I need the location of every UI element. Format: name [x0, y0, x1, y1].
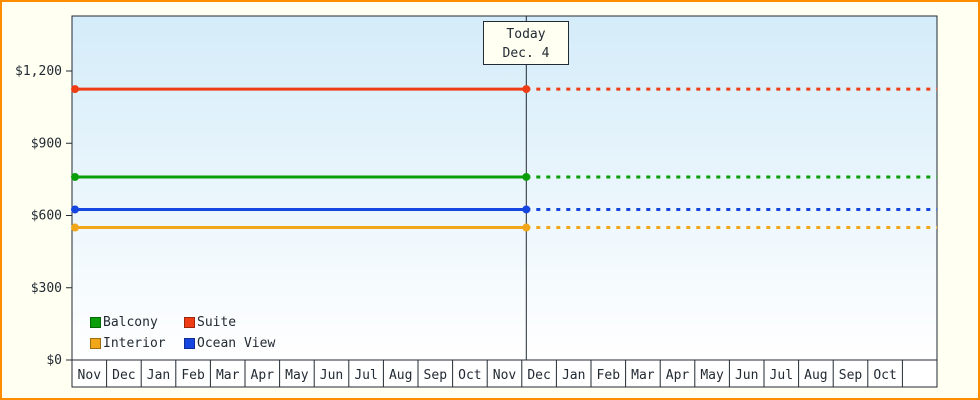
- month-label: Aug: [804, 368, 827, 383]
- series-marker-today: [522, 205, 531, 214]
- y-axis-label: $1,200: [15, 64, 62, 79]
- month-label: Nov: [493, 368, 517, 383]
- series-marker-start: [71, 172, 79, 181]
- month-label: May: [285, 368, 309, 383]
- legend-label: Suite: [197, 315, 237, 330]
- series-marker-today: [522, 172, 531, 181]
- month-label: Feb: [181, 368, 205, 383]
- today-annotation-box: Today Dec. 4: [483, 21, 569, 65]
- legend-label: Balcony: [103, 315, 158, 330]
- month-label: May: [700, 368, 724, 383]
- legend-item: Suite: [184, 315, 275, 330]
- series-marker-start: [71, 85, 79, 94]
- series-marker-start: [71, 223, 79, 232]
- month-label: Feb: [597, 368, 621, 383]
- legend-label: Ocean View: [197, 336, 276, 351]
- month-label: Dec: [527, 368, 550, 383]
- legend-swatch-icon: [90, 338, 101, 349]
- legend-item: Ocean View: [184, 336, 275, 351]
- y-axis-label: $600: [31, 209, 62, 224]
- today-date-label: Dec. 4: [502, 46, 550, 61]
- legend-item: Balcony: [90, 315, 184, 330]
- month-label: Mar: [216, 368, 240, 383]
- legend-swatch-icon: [90, 317, 101, 328]
- month-label: Jan: [147, 368, 170, 383]
- month-label: Sep: [424, 368, 448, 383]
- legend-label: Interior: [103, 336, 166, 351]
- month-band: [72, 360, 937, 387]
- chart-legend: Balcony Suite Interior Ocean View: [90, 312, 275, 354]
- month-label: Aug: [389, 368, 412, 383]
- month-label: Jul: [770, 368, 793, 383]
- series-marker-today: [522, 85, 531, 94]
- month-label: Apr: [251, 368, 275, 383]
- series-marker-today: [522, 223, 531, 232]
- y-axis-label: $0: [46, 353, 62, 368]
- y-axis-label: $900: [31, 136, 62, 151]
- month-label: Apr: [666, 368, 690, 383]
- legend-swatch-icon: [184, 317, 195, 328]
- month-label: Jul: [354, 368, 377, 383]
- y-axis-label: $300: [31, 281, 62, 296]
- month-label: Mar: [631, 368, 655, 383]
- month-label: Jun: [320, 368, 343, 383]
- month-label: Oct: [873, 368, 896, 383]
- month-label: Oct: [458, 368, 481, 383]
- legend-swatch-icon: [184, 338, 195, 349]
- series-marker-start: [71, 205, 79, 214]
- legend-item: Interior: [90, 336, 184, 351]
- month-label: Sep: [839, 368, 863, 383]
- plot-border: [71, 15, 938, 388]
- month-label: Jan: [562, 368, 585, 383]
- today-label: Today: [506, 27, 546, 42]
- plot-area: [72, 16, 937, 360]
- month-label: Dec: [112, 368, 135, 383]
- month-label: Jun: [735, 368, 758, 383]
- month-label: Nov: [78, 368, 102, 383]
